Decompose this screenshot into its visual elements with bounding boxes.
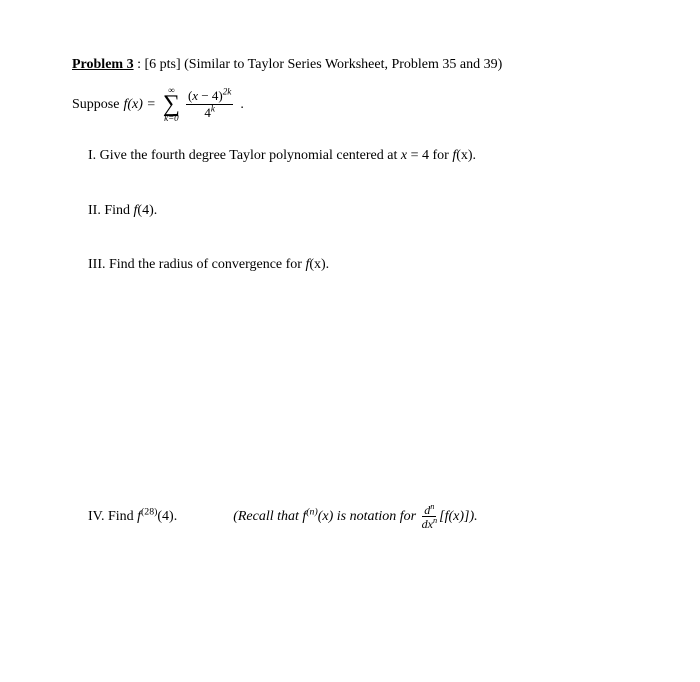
part-ii-text-a: Find — [104, 203, 133, 218]
part-i-fx-rest: (x). — [456, 148, 476, 163]
part-ii-label: II. — [88, 203, 104, 218]
suppose-trail: . — [240, 96, 244, 114]
part-iii-label: III. — [88, 257, 109, 272]
problem-points-note: : [6 pts] (Similar to Taylor Series Work… — [134, 57, 503, 72]
part-iv-fx-sup: (28) — [141, 506, 157, 517]
part-ii: II. Find f(4). — [88, 202, 632, 220]
part-ii-fx-rest: (4). — [137, 203, 157, 218]
sigma-lower-limit: k=0 — [164, 114, 179, 123]
recall-fraction: dn dxn — [422, 504, 438, 530]
part-iii: III. Find the radius of convergence for … — [88, 256, 632, 274]
sigma-symbol: ∑ — [163, 95, 180, 114]
part-i: I. Give the fourth degree Taylor polynom… — [88, 147, 632, 165]
part-iv-text-a: Find — [108, 509, 137, 524]
suppose-lhs: f(x) = — [123, 96, 155, 114]
summand-fraction: (x − 4)2k 4k — [186, 89, 233, 121]
fraction-numerator: (x − 4)2k — [186, 89, 233, 105]
part-i-text-c: = 4 for — [407, 148, 452, 163]
summation-expression: ∞ ∑ k=0 (x − 4)2k 4k — [160, 86, 237, 123]
part-i-label: I. — [88, 148, 100, 163]
recall-frac-den: dxn — [422, 517, 438, 530]
den-exp: k — [211, 104, 215, 114]
suppose-prefix: Suppose — [72, 96, 119, 114]
fraction-denominator: 4k — [204, 105, 215, 120]
part-iv: IV. Find f(28)(4). (Recall that f(n)(x) … — [88, 504, 632, 530]
part-iv-label: IV. — [88, 509, 108, 524]
num-rest: − 4) — [198, 88, 223, 103]
recall-frac-num-exp: n — [430, 502, 434, 511]
recall-a: (Recall that — [233, 509, 302, 524]
recall-frac-den-d: dx — [422, 517, 433, 531]
num-exp: 2k — [223, 87, 232, 97]
problem-header: Problem 3 : [6 pts] (Similar to Taylor S… — [72, 56, 632, 74]
recall-fx-rest: (x)]). — [449, 509, 478, 524]
recall-fn-sup: (n) — [306, 507, 317, 518]
part-iv-fx-rest: (4). — [157, 509, 177, 524]
recall-b: is notation for — [333, 509, 419, 524]
part-iii-fx-rest: (x). — [309, 257, 329, 272]
problem-title: Problem 3 — [72, 57, 134, 72]
sigma-block: ∞ ∑ k=0 — [163, 86, 180, 123]
recall-fn-rest: (x) — [318, 509, 334, 524]
suppose-line: Suppose f(x) = ∞ ∑ k=0 (x − 4)2k 4k . — [72, 86, 632, 123]
part-iii-text-a: Find the radius of convergence for — [109, 257, 305, 272]
part-iv-main: IV. Find f(28)(4). — [88, 508, 177, 526]
part-i-text-a: Give the fourth degree Taylor polynomial… — [100, 148, 401, 163]
part-iv-recall: (Recall that f(n)(x) is notation for dn … — [233, 504, 477, 530]
recall-frac-den-exp: n — [433, 516, 437, 525]
